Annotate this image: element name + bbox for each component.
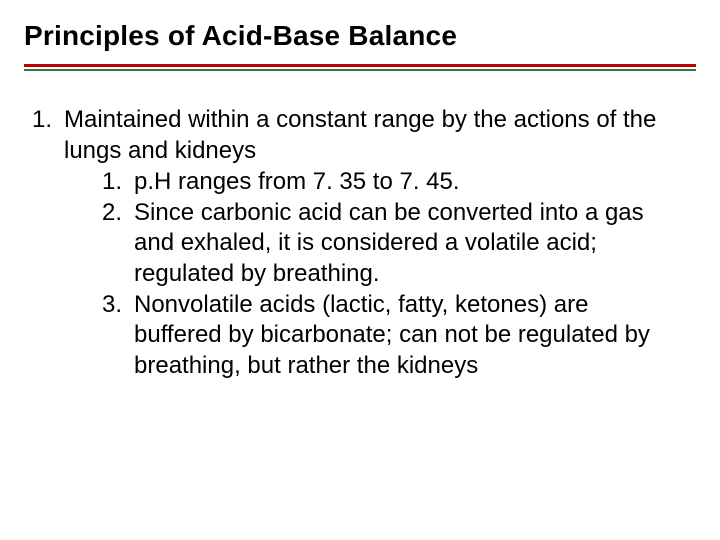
list-item: 3. Nonvolatile acids (lactic, fatty, ket… bbox=[96, 290, 696, 382]
divider-top bbox=[24, 64, 696, 67]
list-number: 1. bbox=[96, 167, 122, 198]
list-body: Maintained within a constant range by th… bbox=[64, 106, 656, 164]
list-item: 1. p.H ranges from 7. 35 to 7. 45. bbox=[96, 167, 696, 198]
list-number: 2. bbox=[96, 198, 122, 290]
slide: Principles of Acid-Base Balance 1. Maint… bbox=[0, 0, 720, 540]
list-number: 1. bbox=[26, 105, 52, 381]
list-item: 1. Maintained within a constant range by… bbox=[26, 105, 696, 381]
slide-title: Principles of Acid-Base Balance bbox=[24, 18, 696, 64]
list-body: p.H ranges from 7. 35 to 7. 45. bbox=[134, 167, 696, 198]
list-number: 3. bbox=[96, 290, 122, 382]
list-body: Nonvolatile acids (lactic, fatty, ketone… bbox=[134, 290, 696, 382]
list-item: 2. Since carbonic acid can be converted … bbox=[96, 198, 696, 290]
list-body: Since carbonic acid can be converted int… bbox=[134, 198, 696, 290]
list-text: Maintained within a constant range by th… bbox=[64, 105, 696, 381]
sublist: 1. p.H ranges from 7. 35 to 7. 45. 2. Si… bbox=[64, 167, 696, 382]
content-area: 1. Maintained within a constant range by… bbox=[24, 71, 696, 381]
